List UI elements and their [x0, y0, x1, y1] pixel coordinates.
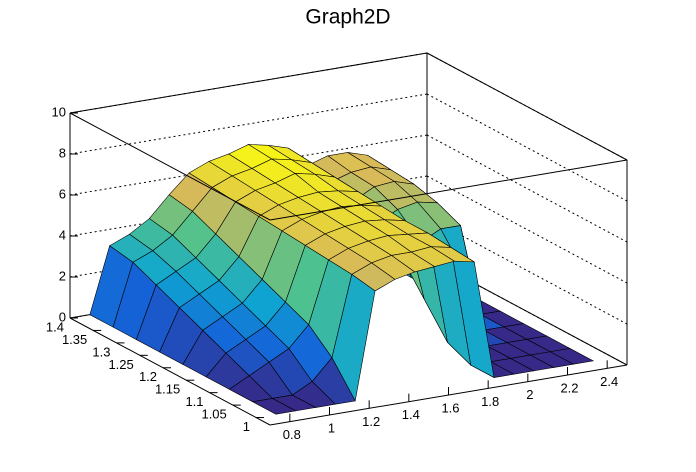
z-tick-label: 2 — [59, 268, 66, 283]
x-tick-label: 0.8 — [283, 427, 301, 442]
x-tick-label: 1.8 — [481, 394, 499, 409]
x-tick-label: 2 — [526, 387, 533, 402]
box-edge — [426, 52, 628, 161]
y-tick-label: 1.15 — [155, 382, 180, 397]
box-edge — [69, 52, 428, 114]
z-tick-label: 6 — [59, 186, 66, 201]
y-tick-label: 1.25 — [108, 357, 133, 372]
z-tick-label: 0 — [59, 309, 66, 324]
y-tick-label: 1.05 — [201, 407, 226, 422]
y-tick-label: 1.35 — [62, 332, 87, 347]
x-tick-label: 2.4 — [600, 374, 618, 389]
grid-line — [426, 93, 628, 202]
z-tick-label: 8 — [59, 145, 66, 160]
y-tick-label: 1.1 — [185, 394, 203, 409]
z-tick-label: 4 — [59, 227, 66, 242]
x-tick-label: 1.2 — [362, 414, 380, 429]
x-tick-label: 1 — [328, 420, 335, 435]
surface-cell — [251, 398, 297, 415]
y-axis — [69, 317, 271, 426]
y-tick-label: 1.3 — [92, 344, 110, 359]
box-edge — [69, 112, 271, 221]
grid-line — [69, 93, 428, 155]
x-tick-label: 1.4 — [402, 407, 420, 422]
y-tick-label: 1.2 — [139, 369, 157, 384]
y-tick-label: 1.4 — [46, 319, 64, 334]
box-edge — [269, 159, 628, 221]
y-tick-label: 1 — [243, 419, 250, 434]
chart-title: Graph2D — [305, 6, 390, 29]
x-tick-label: 1.6 — [441, 400, 459, 415]
x-tick-label: 2.2 — [560, 380, 578, 395]
z-tick-label: 10 — [52, 104, 66, 119]
